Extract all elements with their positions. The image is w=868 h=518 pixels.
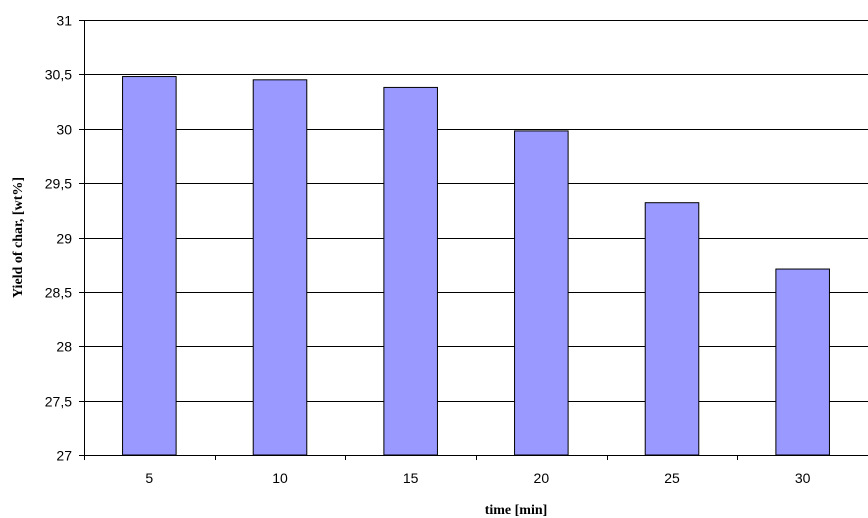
x-tick-label: 20 <box>534 470 550 486</box>
x-tick-label: 30 <box>795 470 811 486</box>
bar-25 <box>644 202 700 456</box>
y-tick-label: 29,5 <box>45 176 72 192</box>
bar-5 <box>122 76 177 456</box>
bar-10 <box>252 79 308 456</box>
y-axis-title: Yield of char, [wt%] <box>11 177 26 298</box>
x-tick-label: 25 <box>664 470 680 486</box>
bar-30 <box>775 268 830 456</box>
y-tick-label: 29 <box>56 231 72 247</box>
x-tick-label: 10 <box>272 470 288 486</box>
y-tick-label: 30,5 <box>45 67 72 83</box>
axes <box>84 20 868 456</box>
y-tick-label: 28 <box>56 339 72 355</box>
y-tick-labels: 27 27,5 28 28,5 29 29,5 30 30,5 31 <box>45 13 72 464</box>
gridlines <box>79 20 868 460</box>
x-axis-title: time [min] <box>485 503 548 518</box>
bar-20 <box>514 130 569 456</box>
y-tick-label: 31 <box>56 13 72 29</box>
bars <box>122 76 830 456</box>
y-tick-label: 27 <box>56 448 72 464</box>
y-tick-label: 28,5 <box>45 285 72 301</box>
y-tick-label: 27,5 <box>45 394 72 410</box>
x-tick-label: 15 <box>403 470 419 486</box>
x-tick-label: 5 <box>145 470 153 486</box>
x-tick-labels: 5 10 15 20 25 30 <box>145 470 810 486</box>
bar-15 <box>383 86 438 456</box>
y-tick-label: 30 <box>56 122 72 138</box>
